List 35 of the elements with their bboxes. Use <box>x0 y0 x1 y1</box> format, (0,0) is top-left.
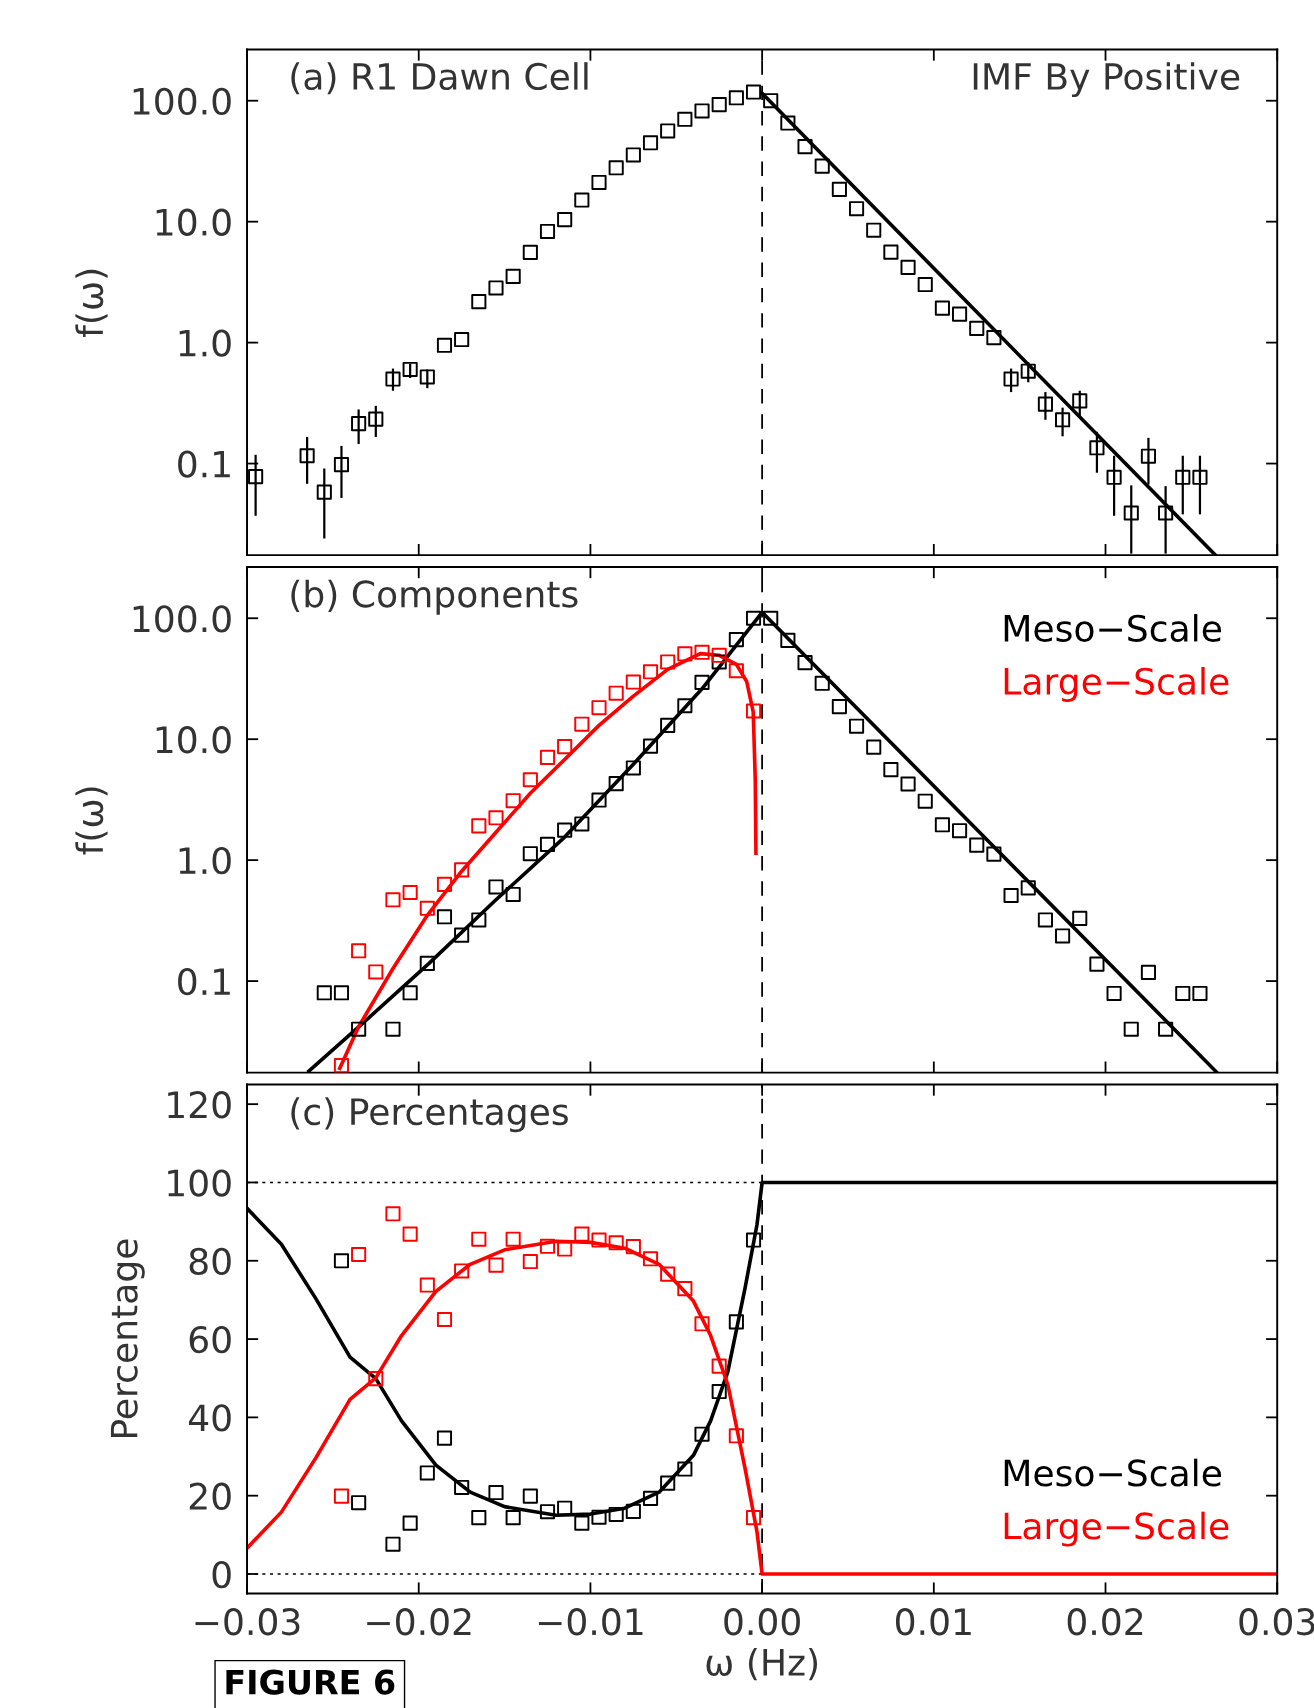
y-tick-label: 100.0 <box>133 605 231 633</box>
x-tick-label: 0.03 <box>1239 1608 1314 1636</box>
y-axis-title: Percentage <box>110 1239 145 1438</box>
x-tick-label: −0.02 <box>367 1608 471 1636</box>
y-tick-label: 0.1 <box>178 967 230 996</box>
y-tick-label: 60 <box>189 1325 231 1354</box>
x-tick-label: −0.03 <box>195 1608 300 1636</box>
annotation: (a) R1 Dawn Cell <box>291 62 588 95</box>
y-tick-label: 20 <box>189 1482 231 1510</box>
legend-label: Meso−Scale <box>1004 614 1222 642</box>
y-tick-label: 1.0 <box>179 329 231 357</box>
x-tick-label: 0.01 <box>896 1608 971 1636</box>
annotation: IMF By Positive <box>973 62 1240 98</box>
x-tick-label: 0.00 <box>724 1608 800 1636</box>
y-tick-label: 100.0 <box>133 87 231 115</box>
y-tick-label: 0 <box>212 1560 231 1589</box>
annotation: (c) Percentages <box>291 1097 568 1133</box>
series-label: Large−Scale <box>1004 1511 1229 1547</box>
y-tick-label: 80 <box>189 1247 231 1275</box>
y-axis-title: f(ω) <box>75 269 108 338</box>
y-axis-title: f(ω) <box>75 787 108 855</box>
y-tick-label: 10.0 <box>156 208 231 236</box>
x-tick-label: −0.01 <box>538 1608 643 1636</box>
y-tick-label: 10.0 <box>156 726 231 754</box>
y-tick-label: 120 <box>168 1091 231 1119</box>
x-tick-label: 0.02 <box>1067 1608 1143 1636</box>
text: Large−Scale <box>1004 667 1229 702</box>
caption: FIGURE 6 <box>226 1669 395 1695</box>
legend-label: Meso−Scale <box>1004 1458 1222 1487</box>
x-axis-title: ω (Hz) <box>706 1648 818 1681</box>
y-tick-label: 1.0 <box>179 847 231 875</box>
y-tick-label: 40 <box>188 1404 231 1432</box>
annotation: (b) Components <box>291 579 578 615</box>
y-tick-label: 0.1 <box>178 450 230 478</box>
y-tick-label: 100 <box>168 1169 231 1197</box>
